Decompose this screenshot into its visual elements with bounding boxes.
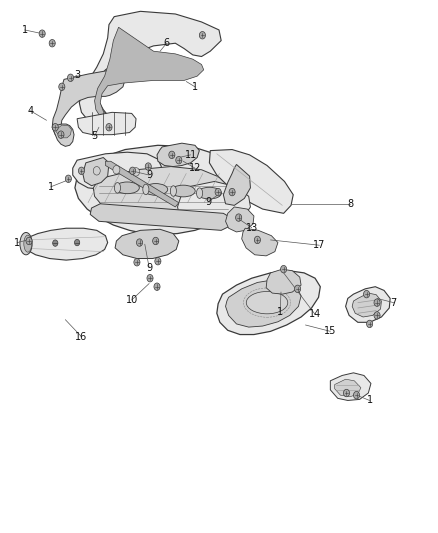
Text: 14: 14 xyxy=(309,309,321,319)
Polygon shape xyxy=(75,146,252,235)
Circle shape xyxy=(236,214,242,221)
Ellipse shape xyxy=(114,183,120,193)
Polygon shape xyxy=(223,165,251,205)
Text: 1: 1 xyxy=(14,238,20,247)
Ellipse shape xyxy=(198,187,221,199)
Circle shape xyxy=(133,167,140,176)
Circle shape xyxy=(155,257,161,265)
Polygon shape xyxy=(90,204,234,230)
Circle shape xyxy=(58,131,64,139)
Text: 12: 12 xyxy=(189,163,201,173)
Text: 1: 1 xyxy=(21,25,28,35)
Polygon shape xyxy=(352,293,381,317)
Circle shape xyxy=(374,299,380,306)
Polygon shape xyxy=(77,112,136,135)
Circle shape xyxy=(65,175,71,182)
Polygon shape xyxy=(335,379,361,397)
Polygon shape xyxy=(55,125,71,138)
Circle shape xyxy=(52,124,58,131)
Circle shape xyxy=(254,236,261,244)
Text: 8: 8 xyxy=(347,199,353,209)
Text: 17: 17 xyxy=(313,240,325,250)
Ellipse shape xyxy=(144,183,168,195)
Circle shape xyxy=(93,166,100,175)
Ellipse shape xyxy=(197,188,203,198)
Ellipse shape xyxy=(171,185,195,197)
Circle shape xyxy=(294,285,300,293)
Circle shape xyxy=(78,167,85,174)
Circle shape xyxy=(53,240,58,246)
Ellipse shape xyxy=(143,184,149,195)
Ellipse shape xyxy=(20,232,32,255)
Circle shape xyxy=(113,165,120,174)
Text: 3: 3 xyxy=(74,70,80,80)
Polygon shape xyxy=(217,271,320,335)
Polygon shape xyxy=(330,373,371,400)
Polygon shape xyxy=(106,161,179,207)
Circle shape xyxy=(39,30,45,37)
Circle shape xyxy=(367,320,373,328)
Circle shape xyxy=(130,167,136,174)
Text: 1: 1 xyxy=(367,395,373,406)
Circle shape xyxy=(176,157,182,164)
Polygon shape xyxy=(346,287,390,322)
Text: 9: 9 xyxy=(146,263,152,272)
Circle shape xyxy=(106,124,112,131)
Polygon shape xyxy=(266,269,301,294)
Text: 9: 9 xyxy=(205,197,211,207)
Circle shape xyxy=(154,283,160,290)
Polygon shape xyxy=(209,150,293,213)
Text: 1: 1 xyxy=(277,306,283,317)
Circle shape xyxy=(137,239,143,246)
Circle shape xyxy=(26,237,32,245)
Polygon shape xyxy=(177,181,251,227)
Ellipse shape xyxy=(115,182,139,193)
Text: 5: 5 xyxy=(92,131,98,141)
Text: 1: 1 xyxy=(48,182,54,192)
Circle shape xyxy=(343,389,350,397)
Circle shape xyxy=(134,259,140,266)
Polygon shape xyxy=(242,228,278,256)
Polygon shape xyxy=(157,143,199,166)
Polygon shape xyxy=(52,70,125,138)
Polygon shape xyxy=(79,11,221,124)
Polygon shape xyxy=(93,166,234,222)
Text: 15: 15 xyxy=(324,326,336,336)
Circle shape xyxy=(67,74,74,82)
Circle shape xyxy=(374,312,380,319)
Ellipse shape xyxy=(246,292,288,314)
Ellipse shape xyxy=(24,235,32,252)
Circle shape xyxy=(281,265,287,273)
Polygon shape xyxy=(83,158,109,185)
Polygon shape xyxy=(95,27,204,119)
Circle shape xyxy=(215,188,221,196)
Text: 4: 4 xyxy=(27,106,33,116)
Circle shape xyxy=(145,163,151,170)
Text: 1: 1 xyxy=(192,82,198,92)
Text: 16: 16 xyxy=(75,332,88,342)
Text: 13: 13 xyxy=(246,223,258,233)
Text: 11: 11 xyxy=(184,150,197,160)
Polygon shape xyxy=(73,152,161,189)
Circle shape xyxy=(152,237,159,245)
Circle shape xyxy=(49,39,55,47)
Text: 6: 6 xyxy=(163,38,170,48)
Text: 10: 10 xyxy=(126,295,138,305)
Circle shape xyxy=(147,274,153,282)
Polygon shape xyxy=(52,124,74,147)
Polygon shape xyxy=(226,280,301,327)
Circle shape xyxy=(364,290,370,298)
Circle shape xyxy=(59,83,65,91)
Circle shape xyxy=(169,151,175,159)
Text: 7: 7 xyxy=(391,297,397,308)
Polygon shape xyxy=(21,228,108,260)
Circle shape xyxy=(229,188,235,196)
Circle shape xyxy=(74,239,80,246)
Ellipse shape xyxy=(170,185,177,196)
Circle shape xyxy=(199,31,205,39)
Text: 9: 9 xyxy=(146,170,152,180)
Polygon shape xyxy=(115,229,179,259)
Circle shape xyxy=(353,391,360,399)
Polygon shape xyxy=(226,207,254,232)
